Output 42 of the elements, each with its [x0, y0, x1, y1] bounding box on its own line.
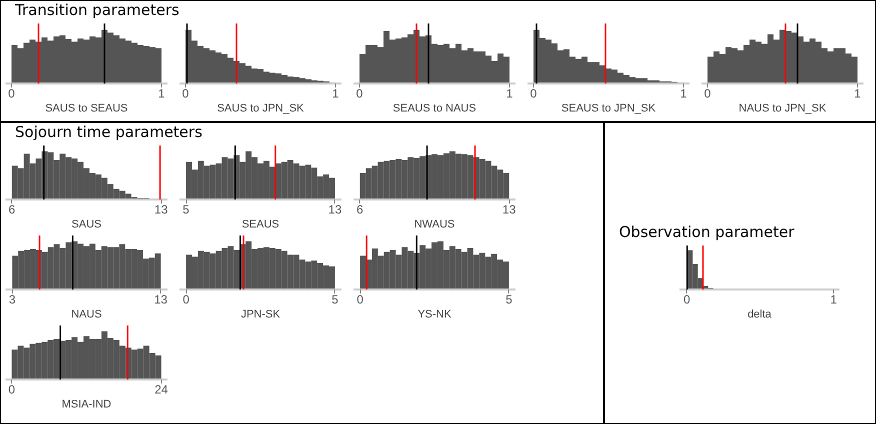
chart-title: Sojourn time parameters [15, 123, 204, 143]
x-tick-label: 0 [8, 382, 16, 396]
x-tick-label: 1 [506, 86, 514, 100]
x-tick-label: 0 [182, 292, 190, 306]
x-tick-label: 0 [182, 86, 190, 100]
x-tick-label: 13 [154, 292, 168, 306]
x-tick-label: 1 [332, 86, 340, 100]
x-tick-label: 1 [158, 86, 166, 100]
x-tick-label: 13 [328, 202, 342, 216]
chart-title: Transition parameters [15, 1, 180, 21]
x-axis-title: SAUS to JPN_SK [217, 102, 305, 114]
x-axis-title: YS-NK [418, 308, 452, 320]
x-axis-title: SEAUS [242, 218, 280, 230]
x-axis-title: SAUS to SEAUS [45, 102, 128, 114]
x-tick-label: 0 [704, 86, 712, 100]
x-axis-title: delta [748, 308, 772, 320]
x-tick-label: 1 [680, 86, 688, 100]
x-tick-label: 6 [8, 202, 16, 216]
x-tick-label: 5 [182, 202, 190, 216]
x-tick-label: 6 [356, 202, 364, 216]
x-tick-label: 1 [830, 292, 838, 306]
x-tick-label: 5 [506, 292, 513, 306]
x-tick-label: 0 [684, 292, 691, 306]
x-tick-label: 3 [8, 292, 16, 306]
x-tick-label: 5 [332, 292, 339, 306]
x-tick-label: 24 [154, 382, 168, 396]
x-axis-title: NAUS to JPN_SK [738, 102, 827, 114]
x-axis-title: SEAUS to NAUS [392, 102, 476, 114]
x-tick-label: 0 [356, 292, 364, 306]
chart-title: Observation parameter [619, 223, 796, 243]
x-axis-title: JPN-SK [240, 308, 281, 320]
x-axis-title: MSIA-IND [62, 398, 112, 410]
x-axis-title: SAUS [72, 218, 102, 230]
x-tick-label: 0 [8, 86, 16, 100]
x-axis-title: SEAUS to JPN_SK [561, 102, 656, 114]
x-axis-title: NWAUS [414, 218, 455, 230]
x-axis-title: NAUS [71, 308, 102, 320]
x-tick-label: 1 [854, 86, 862, 100]
x-tick-label: 13 [154, 202, 168, 216]
x-tick-label: 13 [502, 202, 516, 216]
x-tick-label: 0 [530, 86, 538, 100]
x-tick-label: 0 [356, 86, 364, 100]
